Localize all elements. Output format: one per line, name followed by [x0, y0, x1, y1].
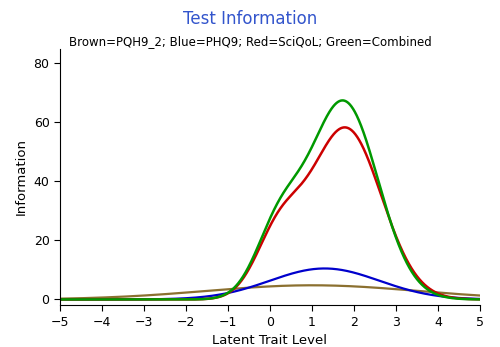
- Y-axis label: Information: Information: [15, 138, 28, 215]
- Text: Test Information: Test Information: [183, 10, 317, 28]
- X-axis label: Latent Trait Level: Latent Trait Level: [212, 334, 328, 347]
- Text: Brown=PQH9_2; Blue=PHQ9; Red=SciQoL; Green=Combined: Brown=PQH9_2; Blue=PHQ9; Red=SciQoL; Gre…: [68, 35, 432, 48]
